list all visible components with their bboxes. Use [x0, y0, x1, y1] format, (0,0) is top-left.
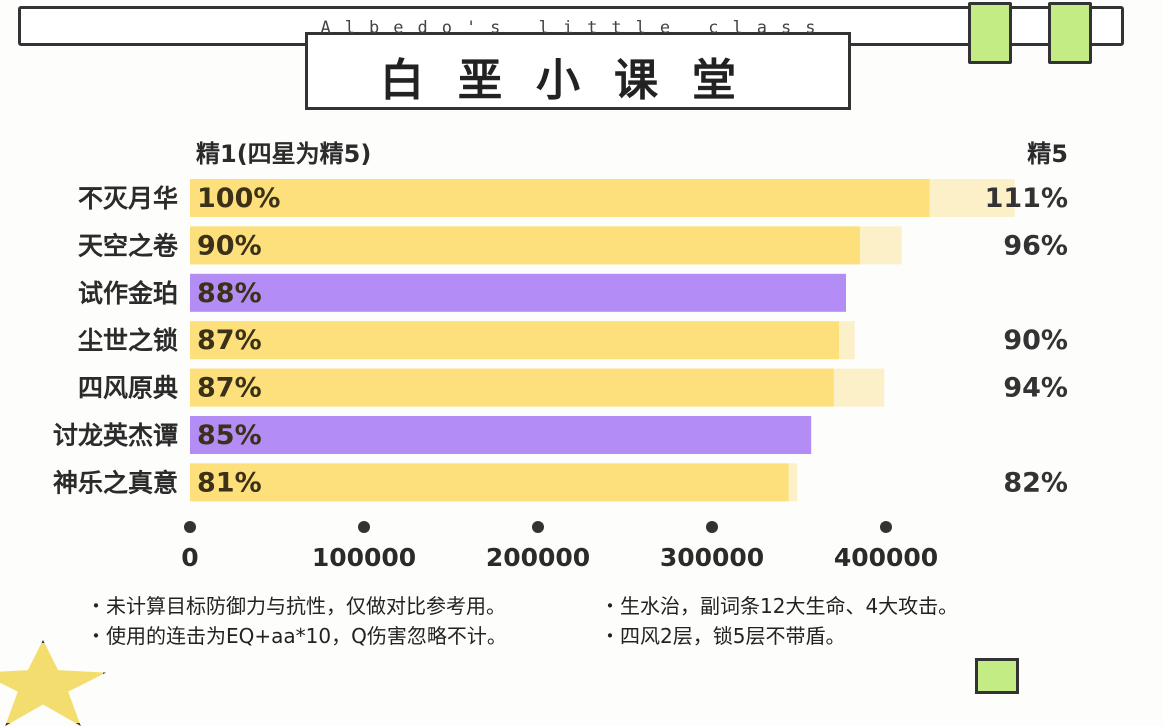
- data-label-refine1: 81%: [197, 467, 262, 498]
- notes-right: ・生水治，副词条12大生命、4大攻击。 ・四风2层，锁5层不带盾。: [600, 591, 958, 651]
- x-tick-label: 400000: [834, 543, 938, 572]
- category-label: 尘世之锁: [78, 326, 178, 355]
- clip-decoration-left: [968, 2, 1012, 64]
- x-tick-label: 200000: [486, 543, 590, 572]
- title-frame: [305, 32, 851, 110]
- category-label: 不灭月华: [78, 184, 178, 213]
- x-tick-label: 0: [181, 543, 198, 572]
- bar-refine1: [190, 416, 812, 454]
- column-header-left: 精1(四星为精5): [196, 140, 371, 168]
- data-label-refine5: 96%: [1003, 230, 1068, 261]
- clip-decoration-right: [1048, 2, 1092, 64]
- x-tick-label: 300000: [660, 543, 764, 572]
- x-tick-mark: [880, 521, 892, 533]
- data-label-refine1: 87%: [197, 373, 262, 404]
- category-label: 试作金珀: [78, 279, 178, 308]
- tab-decoration: [975, 658, 1019, 694]
- data-label-refine1: 90%: [197, 230, 262, 261]
- bar-refine1: [190, 321, 840, 360]
- note-stats: ・生水治，副词条12大生命、4大攻击。: [600, 594, 959, 618]
- category-label: 四风原典: [78, 374, 178, 403]
- note-defense: ・未计算目标防御力与抗性，仅做对比参考用。: [86, 594, 506, 618]
- x-tick-label: 100000: [312, 543, 416, 572]
- bar-refine1: [190, 273, 846, 312]
- note-stacks: ・四风2层，锁5层不带盾。: [600, 624, 846, 648]
- note-combo: ・使用的连击为EQ+aa*10，Q伤害忽略不计。: [86, 624, 507, 648]
- column-header-right: 精5: [1027, 140, 1068, 168]
- bar-refine1: [190, 226, 860, 265]
- notes-left: ・未计算目标防御力与抗性，仅做对比参考用。 ・使用的连击为EQ+aa*10，Q伤…: [86, 591, 507, 651]
- x-tick-mark: [184, 521, 196, 533]
- category-label: 天空之卷: [78, 231, 179, 260]
- bar-refine1: [190, 368, 834, 407]
- data-label-refine5: 90%: [1003, 325, 1068, 356]
- x-tick-mark: [358, 521, 370, 533]
- data-label-refine1: 100%: [197, 183, 280, 214]
- data-label-refine5: 94%: [1003, 373, 1068, 404]
- header-subtitle: Albedo's little class: [320, 18, 830, 38]
- star-decoration: [0, 640, 106, 726]
- category-label: 神乐之真意: [53, 468, 178, 497]
- data-label-refine1: 87%: [197, 325, 262, 356]
- x-tick-mark: [532, 521, 544, 533]
- data-label-refine5: 82%: [1003, 467, 1068, 498]
- header-title: 白垩小课堂: [380, 55, 770, 106]
- damage-bar-chart: 精1(四星为精5) 精5 不灭月华 100% 111% 天空之卷 90% 96% 试作金珀 88%…: [53, 140, 1068, 572]
- data-label-refine1: 85%: [197, 420, 262, 451]
- bar-refine1: [190, 463, 789, 502]
- data-label-refine5: 111%: [985, 183, 1068, 214]
- bar-refine1: [190, 179, 930, 217]
- data-label-refine1: 88%: [197, 278, 262, 309]
- category-label: 讨龙英杰谭: [53, 421, 178, 450]
- x-tick-mark: [706, 521, 718, 533]
